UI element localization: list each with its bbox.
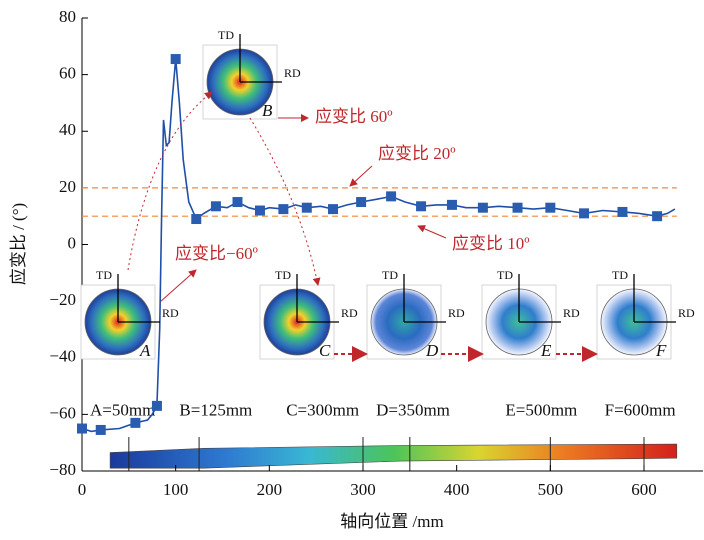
marker bbox=[171, 54, 181, 64]
annotation: 应变比 10º bbox=[452, 234, 530, 253]
marker bbox=[96, 425, 106, 435]
arrow bbox=[160, 270, 196, 302]
marker bbox=[191, 214, 201, 224]
td-label: TD bbox=[497, 268, 513, 282]
x-tick-label: 300 bbox=[350, 480, 376, 499]
x-tick-label: 200 bbox=[257, 480, 283, 499]
marker bbox=[416, 201, 426, 211]
y-tick-label: −40 bbox=[49, 347, 76, 366]
td-label: TD bbox=[612, 268, 628, 282]
arrow bbox=[350, 166, 372, 186]
arrow bbox=[250, 118, 318, 285]
x-axis-label: 轴向位置 /mm bbox=[340, 512, 443, 531]
marker bbox=[447, 200, 457, 210]
marker bbox=[232, 197, 242, 207]
arrow bbox=[418, 226, 446, 238]
position-label: D=350mm bbox=[376, 400, 450, 419]
x-tick-label: 100 bbox=[163, 480, 189, 499]
y-tick-label: −60 bbox=[49, 403, 76, 422]
pole-figure-label: E bbox=[540, 341, 552, 360]
marker bbox=[356, 197, 366, 207]
marker bbox=[386, 191, 396, 201]
marker bbox=[617, 207, 627, 217]
rd-label: RD bbox=[563, 306, 580, 320]
x-tick-label: 400 bbox=[444, 480, 470, 499]
marker bbox=[77, 424, 87, 434]
chart: 应变比 / (°) 轴向位置 /mm A=50mm B=125mm C=300mm D… bbox=[0, 0, 704, 540]
x-tick-label: 0 bbox=[78, 480, 87, 499]
rd-label: RD bbox=[341, 306, 358, 320]
marker bbox=[652, 211, 662, 221]
y-tick-label: 40 bbox=[59, 120, 76, 139]
rd-label: RD bbox=[678, 306, 695, 320]
rd-label: RD bbox=[284, 66, 301, 80]
pole-figure-label: C bbox=[319, 341, 331, 360]
marker bbox=[579, 208, 589, 218]
position-label: B=125mm bbox=[179, 400, 252, 419]
position-label: F=600mm bbox=[605, 400, 676, 419]
marker bbox=[302, 203, 312, 213]
marker bbox=[211, 201, 221, 211]
marker bbox=[545, 203, 555, 213]
marker bbox=[478, 203, 488, 213]
td-label: TD bbox=[218, 28, 234, 42]
y-tick-label: −20 bbox=[49, 290, 76, 309]
td-label: TD bbox=[275, 268, 291, 282]
x-tick-label: 500 bbox=[538, 480, 564, 499]
position-label: A=50mm bbox=[90, 400, 155, 419]
pole-figure-label: A bbox=[139, 341, 151, 360]
marker bbox=[278, 204, 288, 214]
annotation: 应变比 60º bbox=[315, 107, 393, 126]
pole-figure-label: B bbox=[262, 101, 273, 120]
marker bbox=[328, 204, 338, 214]
annotation: 应变比 20º bbox=[378, 144, 456, 163]
marker bbox=[255, 206, 265, 216]
rd-label: RD bbox=[448, 306, 465, 320]
annotation: 应变比−60º bbox=[175, 244, 258, 263]
y-tick-label: 80 bbox=[59, 7, 76, 26]
pole-figure-label: D bbox=[425, 341, 439, 360]
y-tick-label: 20 bbox=[59, 177, 76, 196]
marker bbox=[513, 203, 523, 213]
pole-figure-label: F bbox=[655, 341, 667, 360]
y-tick-label: 60 bbox=[59, 64, 76, 83]
position-label: E=500mm bbox=[505, 400, 577, 419]
marker bbox=[130, 418, 140, 428]
billet bbox=[110, 444, 677, 468]
y-axis-label: 应变比 / (°) bbox=[9, 203, 28, 285]
td-label: TD bbox=[382, 268, 398, 282]
y-tick-label: −80 bbox=[49, 460, 76, 479]
x-tick-label: 600 bbox=[631, 480, 657, 499]
position-label: C=300mm bbox=[286, 400, 359, 419]
rd-label: RD bbox=[162, 306, 179, 320]
marker bbox=[152, 401, 162, 411]
y-tick-label: 0 bbox=[68, 233, 77, 252]
td-label: TD bbox=[96, 268, 112, 282]
